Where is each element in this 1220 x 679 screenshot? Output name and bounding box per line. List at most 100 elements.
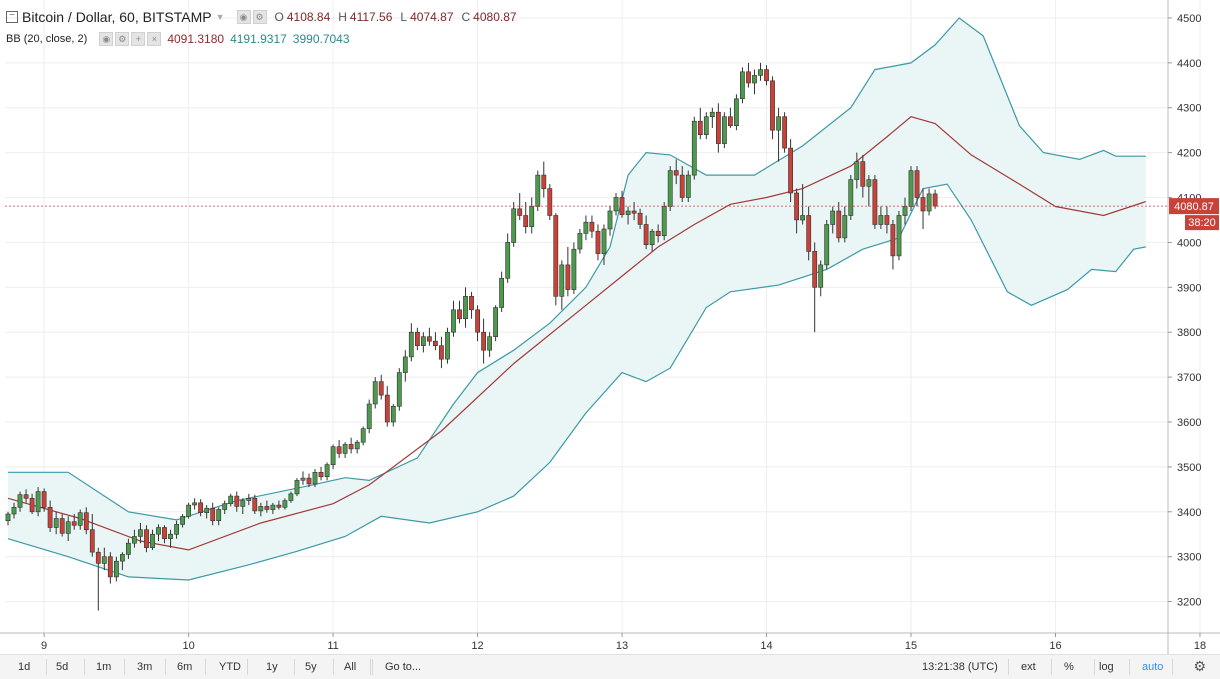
symbol-title[interactable]: Bitcoin / Dollar, 60, BITSTAMP: [22, 9, 212, 25]
x-tick-label: 14: [760, 640, 772, 652]
candle-body: [836, 210, 842, 239]
candle-body: [101, 556, 107, 564]
divider: [1051, 659, 1052, 675]
candle-body: [475, 309, 480, 333]
candle-body: [300, 477, 306, 481]
range-button-5y[interactable]: 5y: [305, 661, 317, 673]
x-tick-label: 12: [471, 640, 483, 652]
candle-body: [126, 542, 131, 555]
candle-body: [872, 179, 878, 225]
countdown-tag: [1185, 215, 1219, 231]
candle-body: [469, 295, 474, 311]
candle-body: [812, 251, 818, 288]
range-button-1d[interactable]: 1d: [18, 661, 31, 673]
close-icon[interactable]: ×: [147, 32, 162, 46]
candle-body: [637, 212, 643, 225]
candle-body: [156, 527, 161, 535]
range-button-6m[interactable]: 6m: [177, 661, 193, 673]
candle-body: [396, 372, 402, 407]
x-tick-label: 18: [1194, 640, 1206, 652]
x-tick-label: 16: [1049, 640, 1061, 652]
scale-option-auto[interactable]: auto: [1142, 661, 1164, 673]
symbol-legend: − Bitcoin / Dollar, 60, BITSTAMP ▼ ◉ ⚙ O…: [6, 8, 517, 26]
bb-value: 4091.3180: [167, 32, 225, 46]
candle-body: [264, 506, 270, 510]
range-button-1y[interactable]: 1y: [266, 661, 278, 673]
candle-body: [270, 504, 276, 510]
ohlc-value-h: 4117.56: [349, 10, 393, 24]
candle-body: [83, 512, 89, 531]
candle-body: [565, 264, 571, 290]
candle-body: [432, 340, 438, 347]
scale-option-ext[interactable]: ext: [1021, 661, 1036, 673]
add-icon[interactable]: +: [131, 32, 146, 46]
candle-body: [739, 71, 745, 100]
candle-body: [288, 493, 294, 501]
collapse-icon[interactable]: −: [6, 11, 18, 23]
candle-body: [336, 446, 342, 454]
candle-body: [59, 518, 65, 534]
candle-body: [5, 513, 11, 521]
candle-body: [649, 230, 655, 245]
settings-icon[interactable]: ⚙: [115, 32, 130, 46]
candle-body: [174, 524, 179, 535]
candle-body: [914, 170, 920, 198]
candle-body: [282, 500, 288, 508]
last-price-tag: [1169, 198, 1219, 215]
candle-body: [770, 80, 775, 131]
candle-body: [583, 221, 589, 234]
candle-body: [782, 116, 787, 149]
candle-body: [312, 471, 318, 485]
y-tick-label: 3300: [1177, 552, 1201, 564]
candle-body: [577, 233, 583, 250]
candle-body: [703, 116, 709, 135]
candle-body: [601, 228, 607, 255]
y-tick-label: 4400: [1177, 58, 1201, 70]
bottom-toolbar: 1d 5d 1m 3m 6m YTD 1y 5y All Go to... 13:21:38 (…: [0, 654, 1220, 679]
eye-icon[interactable]: ◉: [236, 10, 251, 24]
indicator-name[interactable]: BB (20, close, 2): [6, 33, 88, 45]
candle-body: [240, 500, 246, 507]
candle-body: [35, 491, 41, 513]
range-button-all[interactable]: All: [344, 661, 357, 673]
gear-icon[interactable]: ⚙: [1193, 658, 1206, 674]
range-button-1m[interactable]: 1m: [96, 661, 112, 673]
chevron-down-icon[interactable]: ▼: [215, 12, 225, 22]
ohlc-label-l: L: [400, 10, 408, 24]
divider: [165, 659, 166, 675]
eye-icon[interactable]: ◉: [99, 32, 114, 46]
y-tick-label: 3500: [1177, 462, 1201, 474]
candle-body: [595, 230, 601, 254]
divider: [124, 659, 125, 675]
candle-body: [438, 345, 444, 360]
range-button-3m[interactable]: 3m: [137, 661, 153, 673]
candle-body: [168, 533, 173, 540]
candle-body: [228, 495, 234, 505]
candle-body: [673, 170, 679, 176]
range-button-5d[interactable]: 5d: [56, 661, 69, 673]
candle-body: [523, 215, 529, 227]
settings-icon[interactable]: ⚙: [252, 10, 267, 24]
divider: [333, 659, 334, 675]
ohlc-value-l: 4074.87: [410, 10, 454, 24]
divider: [205, 659, 206, 675]
candle-body: [318, 471, 324, 478]
candle-body: [733, 98, 739, 127]
candle-body: [655, 230, 661, 236]
divider: [84, 659, 85, 675]
divider: [1129, 659, 1130, 675]
candle-body: [306, 477, 312, 485]
goto-button[interactable]: Go to...: [385, 661, 422, 673]
scale-option-percent[interactable]: %: [1064, 661, 1074, 673]
ohlc-label-h: H: [338, 10, 347, 24]
candle-body: [806, 215, 812, 252]
range-button-ytd[interactable]: YTD: [219, 661, 241, 673]
scale-option-log[interactable]: log: [1099, 661, 1114, 673]
utc-time[interactable]: 13:21:38 (UTC): [922, 661, 998, 673]
indicator-values: 4091.3180 4191.9317 3990.7043: [161, 32, 349, 46]
candle-body: [721, 116, 727, 144]
candle-body: [89, 529, 95, 553]
price-chart[interactable]: 3200330034003500360037003800390040004100…: [0, 0, 1220, 654]
candle-body: [330, 446, 336, 466]
candle-body: [132, 536, 137, 544]
